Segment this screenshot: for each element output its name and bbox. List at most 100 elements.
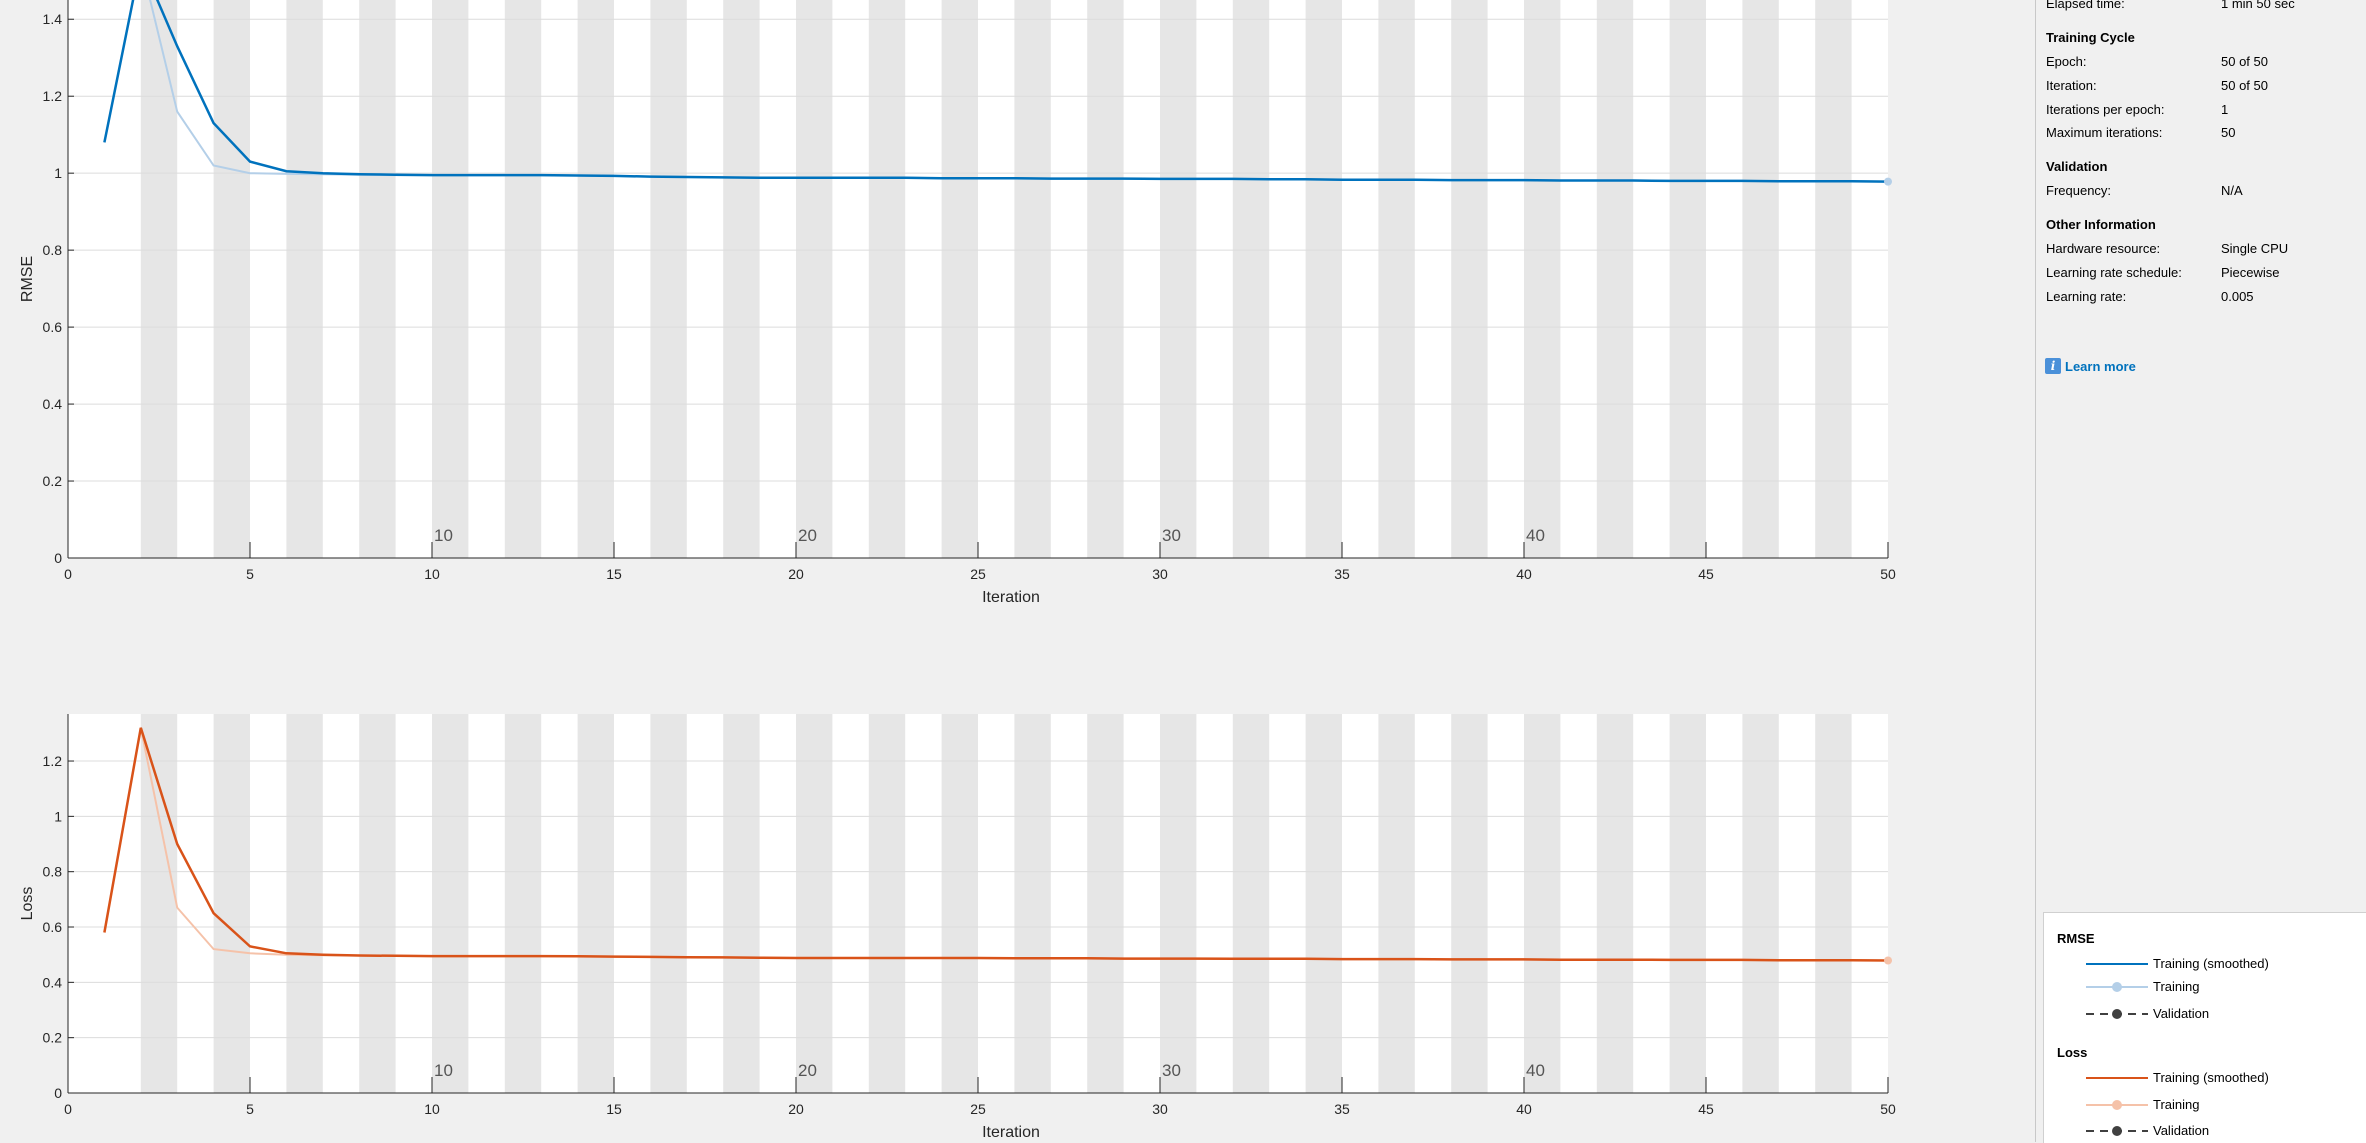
epoch-band [723,714,760,1093]
loss-final-point [1884,956,1892,965]
x-tick-label: 5 [246,566,254,582]
legend-line-marker-swatch [2086,982,2148,992]
learn-more-label: Learn more [2065,358,2136,374]
legend-loss-validation: Validation [2086,1123,2346,1139]
epoch-band [1524,0,1561,558]
epoch-band [1742,714,1779,1093]
loss-smoothed-line [103,727,1888,962]
epoch-band [140,0,178,558]
epoch-band [941,714,978,1093]
y-axis-label: Loss [19,887,36,921]
learning-rate-schedule-label: Learning rate schedule: [2046,265,2182,280]
y-tick-label: 1.4 [43,11,63,27]
epoch-label: 20 [798,526,817,545]
epoch-band [1451,714,1488,1093]
x-tick-label: 5 [246,1101,254,1117]
elapsed-time-label: Elapsed time: [2046,0,2125,11]
x-tick-label: 35 [1334,566,1350,582]
epoch-band [577,0,614,558]
epoch-band [432,714,469,1093]
epoch-band [432,0,469,558]
epoch-label: 10 [434,526,453,545]
learn-more-link[interactable]: i Learn more [2045,358,2136,374]
y-tick-label: 0.2 [43,473,63,489]
legend-panel: RMSE Training (smoothed) Training Valida… [2043,912,2366,1143]
epoch-band [504,0,542,558]
hardware-resource-value: Single CPU [2221,241,2289,256]
x-tick-label: 50 [1880,1101,1896,1117]
legend-loss-smoothed: Training (smoothed) [2086,1070,2346,1086]
x-tick-label: 30 [1152,1101,1168,1117]
y-tick-label: 1 [54,808,62,824]
y-tick-label: 1.2 [43,88,63,104]
epoch-band [1160,714,1197,1093]
epoch-band [1087,0,1124,558]
epoch-label: 30 [1162,1061,1181,1080]
rmse-final-point [1884,177,1892,186]
training-progress-plots: 0 0.2 0.4 0.6 0.8 1 1.2 1.4 0 5 10 15 20 25 30 35 40 45 50… [19,0,1896,1141]
legend-label: Training [2153,1097,2200,1112]
rmse-chart: 0 0.2 0.4 0.6 0.8 1 1.2 1.4 0 5 10 15 20 25 30 35 40 45 50… [19,0,1896,606]
epoch-band [1524,714,1561,1093]
epoch-band [1815,714,1852,1093]
y-tick-label: 1.2 [43,753,63,769]
epoch-band [796,0,833,558]
info-icon: i [2045,358,2061,374]
epoch-band [650,0,687,558]
learning-rate-value: 0.005 [2221,289,2254,304]
epoch-band [1742,0,1779,558]
epoch-label: Epoch: [2046,54,2087,69]
legend-line-swatch [2086,963,2148,965]
epoch-band [359,0,396,558]
x-tick-label: 10 [424,1101,440,1117]
legend-rmse-smoothed: Training (smoothed) [2086,956,2346,972]
epoch-band [213,0,250,558]
x-tick-label: 40 [1516,1101,1532,1117]
epoch-label: 40 [1526,1061,1545,1080]
x-tick-label: 15 [606,1101,622,1117]
legend-label: Training [2153,979,2200,994]
epoch-band [286,714,323,1093]
legend-label: Validation [2153,1123,2210,1138]
x-tick-label: 25 [970,566,986,582]
epoch-band [1014,0,1051,558]
frequency-value: N/A [2221,183,2243,198]
x-tick-label: 40 [1516,566,1532,582]
epoch-band [359,714,396,1093]
frequency-label: Frequency: [2046,183,2112,198]
maximum-iterations-label: Maximum iterations: [2046,125,2163,140]
x-tick-label: 30 [1152,566,1168,582]
epoch-band [1305,0,1342,558]
epoch-band [1378,0,1415,558]
x-tick-label: 35 [1334,1101,1350,1117]
epoch-band [1378,714,1415,1093]
rmse-smoothed-line [103,0,1888,183]
epoch-band [1087,714,1124,1093]
x-tick-label: 10 [424,566,440,582]
epoch-band [1014,714,1051,1093]
x-tick-label: 20 [788,566,804,582]
learning-rate-schedule-value: Piecewise [2221,265,2280,280]
epoch-label: 20 [798,1061,817,1080]
validation-heading: Validation [2046,159,2108,174]
legend-label: Training (smoothed) [2153,956,2269,971]
epoch-value: 50 of 50 [2221,54,2268,69]
legend-rmse-validation: Validation [2086,1006,2346,1022]
epoch-band [1596,0,1634,558]
epoch-band [213,714,250,1093]
y-tick-label: 0 [54,550,62,566]
epoch-band [140,714,178,1093]
legend-loss-heading: Loss [2057,1045,2088,1060]
epoch-band [1815,0,1852,558]
panel-divider[interactable] [2035,0,2036,1142]
epoch-label: 30 [1162,526,1181,545]
x-tick-label: 0 [64,1101,72,1117]
epoch-band [941,0,978,558]
epoch-band [1305,714,1342,1093]
elapsed-time-value: 1 min 50 sec [2221,0,2295,11]
y-tick-label: 0 [54,1085,62,1101]
epoch-band [868,714,906,1093]
epoch-band [650,714,687,1093]
legend-rmse-heading: RMSE [2057,931,2095,946]
legend-line-marker-swatch [2086,1100,2148,1110]
